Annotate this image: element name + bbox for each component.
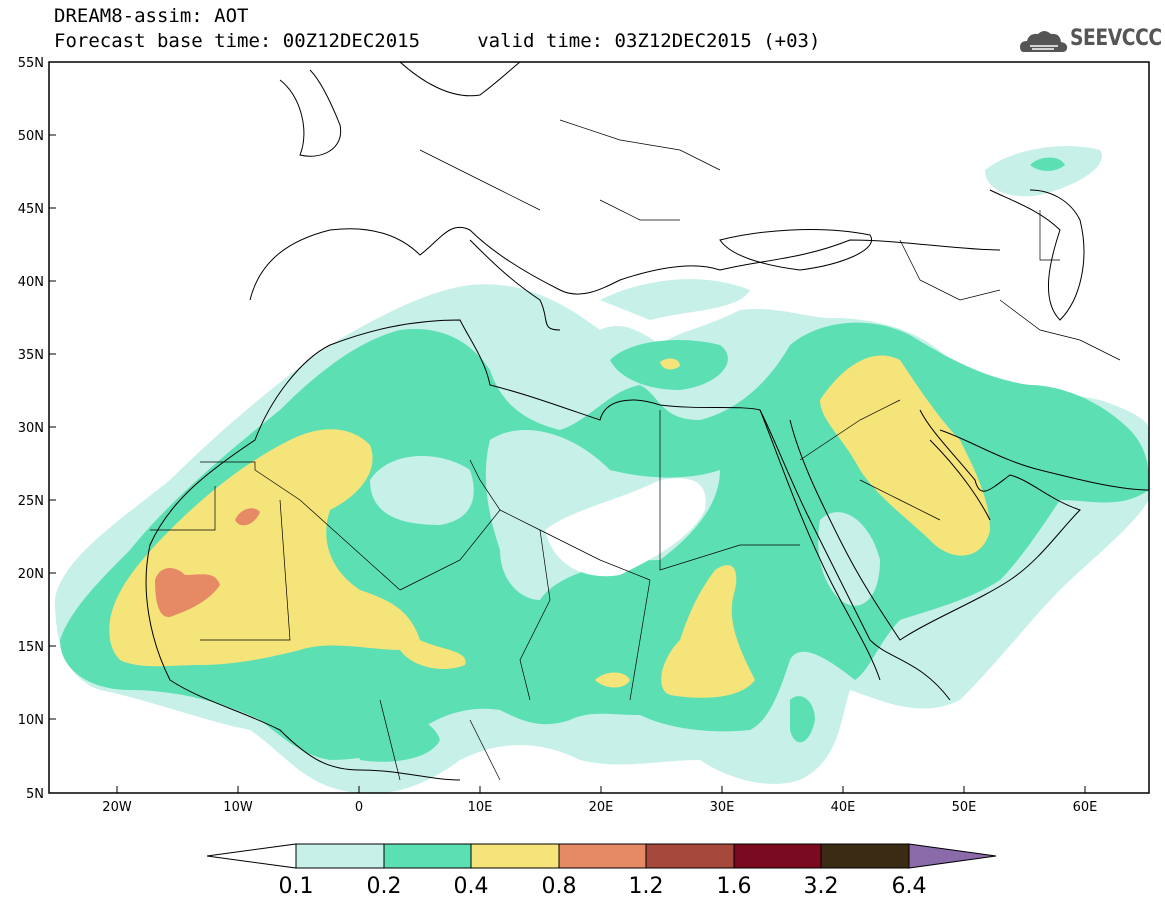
iran-coast: [939, 429, 1149, 491]
legend-swatch: [645, 843, 735, 869]
aot-level-0.1-caspian: [985, 146, 1102, 197]
legend-label: 1.2: [629, 874, 664, 899]
legend-swatch: [558, 843, 647, 869]
lat-label: 10N: [18, 713, 44, 728]
legend-swatch-high-arrow: [908, 843, 997, 869]
lon-label: 60E: [1073, 800, 1098, 815]
aot-hole-algeria: [370, 456, 474, 525]
legend-label: 0.1: [279, 874, 314, 899]
lat-label: 50N: [18, 129, 44, 144]
aot-empty-area: [545, 478, 706, 577]
aot-level-0.2-ethiopia: [790, 696, 815, 743]
legend-label: 0.2: [367, 874, 402, 899]
lon-label: 0: [355, 800, 363, 815]
lon-label: 50E: [952, 800, 977, 815]
legend-label: 0.4: [454, 874, 489, 899]
legend-swatch: [820, 843, 910, 869]
legend-label: 0.8: [542, 874, 577, 899]
black-sea-coast: [719, 229, 873, 271]
legend-bar: [206, 843, 997, 869]
aot-map: 55N 50N 45N 40N 35N 30N 25N 20N 15N 10N …: [18, 56, 1150, 815]
caspian-coast: [989, 189, 1085, 321]
title-line-2: Forecast base time: 00Z12DEC2015 valid t…: [54, 30, 821, 52]
logo-text: SEEVCCC: [1070, 26, 1162, 51]
red-sea-coast: [759, 409, 881, 681]
aot-level-0.2-caspian: [1030, 157, 1065, 171]
legend-swatch: [470, 843, 560, 869]
lat-label: 25N: [18, 494, 44, 509]
legend-label: 3.2: [804, 874, 839, 899]
lon-axis: 20W 10W 0 10E 20E 30E 40E 50E 60E: [102, 786, 1097, 815]
italy-coast: [469, 239, 561, 331]
aot-level-0.4-sudan: [661, 565, 755, 698]
gulf-coast: [929, 439, 991, 521]
lon-label: 30E: [710, 800, 735, 815]
aot-contours: [55, 146, 1149, 793]
legend-swatch: [383, 843, 472, 869]
lat-label: 55N: [18, 56, 44, 71]
legend-label: 6.4: [892, 874, 927, 899]
lon-label: 20W: [102, 800, 132, 815]
aot-level-0.4-iraq: [820, 355, 990, 556]
lat-label: 45N: [18, 202, 44, 217]
lon-label: 40E: [831, 800, 856, 815]
uk-coast: [279, 69, 342, 157]
lon-label: 20E: [589, 800, 614, 815]
aot-level-0.1-greece: [600, 279, 750, 320]
legend-swatch: [295, 843, 385, 869]
cloud-icon: [1020, 31, 1068, 52]
legend-label: 1.6: [717, 874, 752, 899]
europe-coast: [249, 226, 1001, 301]
country-borders: [150, 119, 1121, 781]
aot-level-0.4-chad: [595, 672, 630, 688]
title-line-1: DREAM8-assim: AOT: [54, 5, 249, 27]
legend-swatch-low-arrow: [206, 843, 297, 869]
lat-label: 15N: [18, 640, 44, 655]
lon-label: 10E: [468, 800, 493, 815]
aot-level-0.4-crete: [660, 358, 680, 370]
lat-axis: 55N 50N 45N 40N 35N 30N 25N 20N 15N 10N …: [18, 56, 56, 802]
aot-level-0.8: [155, 568, 220, 617]
aot-level-0.2-westafrica: [350, 714, 440, 762]
scandinavia-coast: [399, 62, 521, 97]
legend-swatch: [733, 843, 822, 869]
lat-label: 40N: [18, 275, 44, 290]
lat-label: 5N: [26, 787, 44, 802]
lon-label: 10W: [223, 800, 253, 815]
lat-label: 35N: [18, 348, 44, 363]
aot-hole-arabia: [818, 512, 880, 606]
lat-label: 20N: [18, 567, 44, 582]
aot-level-0.4: [109, 429, 466, 670]
lat-label: 30N: [18, 421, 44, 436]
arabia-coast: [789, 409, 1081, 641]
africa-coast: [145, 319, 951, 781]
aot-level-0.8-b: [235, 508, 260, 526]
coastlines: [145, 62, 1149, 781]
